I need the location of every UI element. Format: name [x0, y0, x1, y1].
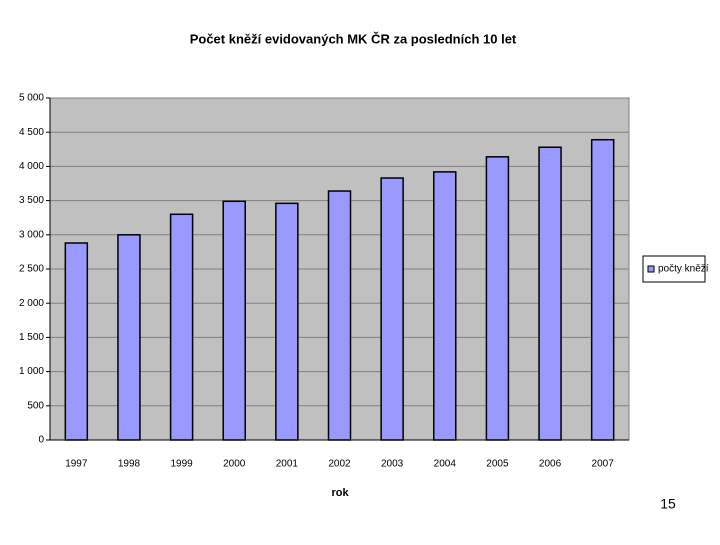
x-tick-label: 1998	[118, 459, 141, 470]
bar	[538, 146, 562, 441]
y-tick-label: 3 000	[19, 229, 44, 240]
bar	[433, 171, 457, 441]
x-tick-label: 2003	[381, 459, 404, 470]
bar	[275, 202, 299, 441]
x-tick-label: 2006	[539, 459, 562, 470]
x-tick-label: 1997	[65, 459, 88, 470]
legend-label: počty kněží	[658, 264, 709, 275]
bar	[380, 177, 404, 441]
x-tick-label: 1999	[170, 459, 193, 470]
x-tick-label: 2001	[276, 459, 299, 470]
bar	[64, 242, 89, 441]
y-tick-label: 500	[27, 400, 44, 411]
page-number: 15	[660, 496, 676, 512]
bar	[590, 138, 615, 441]
bar	[327, 190, 352, 441]
y-tick-label: 4 500	[19, 127, 44, 138]
y-tick-label: 4 000	[19, 161, 44, 172]
y-tick-label: 5 000	[19, 93, 44, 104]
y-tick-label: 0	[38, 435, 44, 446]
legend-swatch	[647, 265, 655, 273]
chart-title: Počet kněží evidovaných MK ČR za posledn…	[190, 31, 517, 46]
y-tick-label: 2 000	[19, 298, 44, 309]
x-tick-label: 2007	[592, 459, 615, 470]
x-axis-title: rok	[331, 487, 349, 499]
y-tick-label: 2 500	[19, 264, 44, 275]
x-tick-label: 2000	[223, 459, 246, 470]
bar	[485, 156, 510, 441]
bar	[169, 213, 194, 441]
y-tick-label: 1 500	[19, 332, 44, 343]
bar	[222, 200, 246, 441]
x-tick-label: 2005	[486, 459, 509, 470]
x-tick-label: 2004	[434, 459, 457, 470]
x-tick-label: 2002	[328, 459, 351, 470]
y-tick-label: 3 500	[19, 195, 44, 206]
y-tick-label: 1 000	[19, 366, 44, 377]
bar	[117, 234, 141, 441]
